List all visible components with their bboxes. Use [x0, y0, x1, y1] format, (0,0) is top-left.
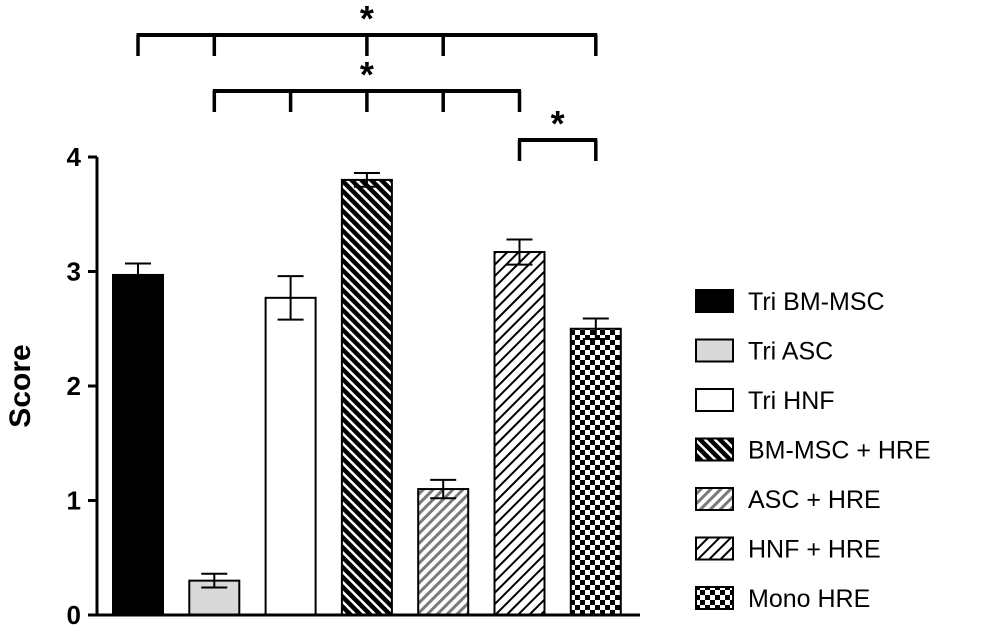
y-tick-label-4: 4: [67, 142, 82, 172]
legend-swatch: [695, 289, 734, 313]
y-tick-label-2: 2: [67, 371, 81, 401]
significance-bracket-1: *: [136, 0, 598, 56]
error-bar-6: [506, 238, 533, 266]
error-bar-3: [277, 275, 304, 321]
legend-swatch: [695, 487, 734, 511]
significance-bracket-2: *: [212, 54, 522, 112]
error-bar-1: [125, 262, 151, 288]
y-tick-label-1: 1: [67, 486, 81, 516]
bar-6: [493, 251, 546, 616]
legend-swatch: [695, 388, 734, 412]
significance-bracket-3: *: [517, 103, 598, 161]
legend-item-1: Tri BM-MSC: [695, 288, 885, 316]
legend-item-2: Tri ASC: [695, 338, 833, 366]
significance-star: *: [360, 54, 374, 95]
error-bar-2: [201, 572, 228, 589]
legend-item-3: Tri HNF: [695, 387, 835, 415]
bar-3: [264, 296, 317, 616]
legend-label: Mono HRE: [748, 585, 870, 613]
bar-7: [569, 327, 622, 616]
bar-1: [112, 273, 164, 616]
legend-swatch: [695, 536, 734, 561]
legend-label: Tri ASC: [748, 338, 833, 366]
legend-item-6: HNF + HRE: [695, 536, 881, 564]
legend-label: ASC + HRE: [748, 486, 881, 514]
legend-swatch: [695, 586, 734, 610]
legend-item-4: BM-MSC + HRE: [695, 437, 931, 465]
y-tick-label-0: 0: [67, 600, 81, 629]
legend-item-5: ASC + HRE: [695, 486, 881, 514]
legend-swatch: [695, 437, 734, 462]
legend-item-7: Mono HRE: [695, 585, 870, 613]
legend-swatch: [695, 338, 734, 363]
y-axis-label: Score: [4, 344, 37, 427]
bar-4: [340, 178, 393, 616]
legend-label: HNF + HRE: [748, 536, 881, 564]
bar-5: [417, 488, 470, 616]
legend-label: Tri BM-MSC: [748, 288, 885, 316]
error-bar-4: [353, 172, 380, 188]
error-bar-5: [430, 478, 457, 500]
legend-label: BM-MSC + HRE: [748, 437, 931, 465]
legend-label: Tri HNF: [748, 387, 835, 415]
y-tick-label-3: 3: [67, 257, 81, 287]
significance-star: *: [551, 103, 565, 144]
error-bar-7: [582, 317, 609, 341]
significance-star: *: [360, 0, 374, 39]
